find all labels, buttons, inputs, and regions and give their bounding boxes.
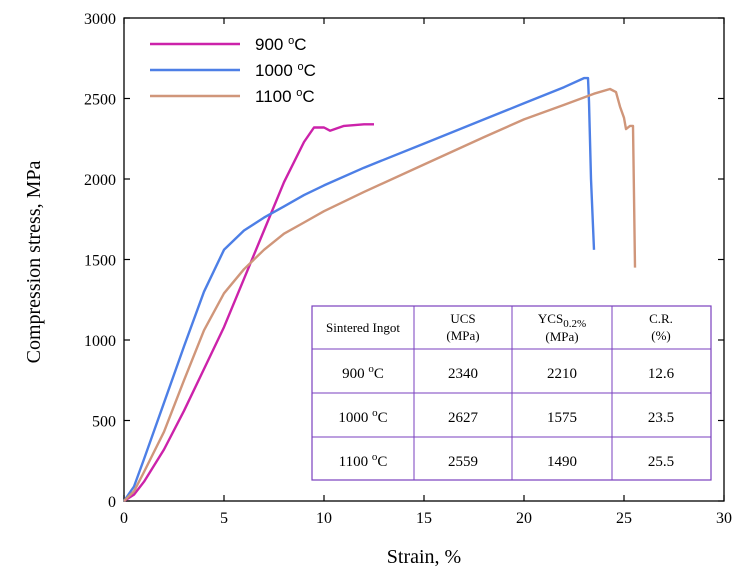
legend-degree-sup: o (296, 87, 302, 99)
table-header-ycs-sub: 0.2% (563, 318, 586, 330)
y-tick-label: 2500 (84, 92, 116, 109)
x-tick-label: 30 (716, 510, 732, 527)
x-tick-label: 5 (220, 510, 228, 527)
series-line-1000 (123, 76, 596, 502)
table-header-ycs-main: YCS (538, 311, 563, 326)
legend-label-900: 900 oC (255, 35, 307, 54)
series-line-1100 (123, 87, 637, 502)
table-cell-cr: 12.6 (648, 366, 675, 382)
x-tick-label: 10 (316, 510, 332, 527)
x-tick-label: 0 (120, 510, 128, 527)
legend-temp-value: 1100 (255, 87, 296, 106)
legend-unit: C (302, 87, 314, 106)
table-cell-cr: 25.5 (648, 454, 674, 470)
table-cell-ycs: 1490 (547, 454, 577, 470)
table-cell-ucs: 2559 (448, 454, 478, 470)
data-table: Sintered Ingot UCS (MPa) YCS0.2% (MPa) C… (311, 305, 712, 481)
table-cell-ingot: 1000 oC (338, 407, 387, 426)
y-tick-label: 3000 (84, 11, 116, 28)
legend-temp-value: 900 (255, 35, 288, 54)
table-cell-ycs: 1575 (547, 410, 577, 426)
table-cell-ucs: 2627 (448, 410, 479, 426)
table-cell-ingot: 900 oC (342, 363, 384, 382)
legend-temp-value: 1000 (255, 61, 298, 80)
table-cell-ycs: 2210 (547, 366, 577, 382)
table-header-ycs-unit: (MPa) (545, 329, 578, 344)
x-tick-label: 20 (516, 510, 532, 527)
y-tick-label: 1000 (84, 333, 116, 350)
x-axis-label: Strain, % (387, 546, 461, 568)
legend-unit: C (304, 61, 316, 80)
table-header-cr: C.R. (649, 311, 673, 326)
table-body: 900 oC 2340 2210 12.6 1000 oC 2627 1575 23.5 110… (338, 363, 674, 470)
table-header-ucs: UCS (450, 311, 475, 326)
y-tick-label: 0 (108, 494, 116, 511)
y-tick-label: 500 (92, 414, 116, 431)
series-lines (123, 76, 637, 503)
legend-label-1100: 1100 oC (255, 87, 315, 106)
x-tick-label: 25 (616, 510, 632, 527)
y-tick-label: 2000 (84, 172, 116, 189)
table-header-ingot: Sintered Ingot (326, 320, 400, 335)
table-header-ycs: YCS0.2% (538, 311, 586, 330)
table-header-cr-unit: (%) (651, 328, 671, 343)
table-cell-cr: 23.5 (648, 410, 674, 426)
axis-ticks: 0 5 10 15 20 25 30 0 500 1000 1500 2000 2500 3000 (84, 11, 732, 527)
legend-unit: C (294, 35, 306, 54)
y-tick-label: 1500 (84, 253, 116, 270)
series-line-900 (123, 123, 374, 503)
table-cell-ingot: 1100 oC (339, 451, 388, 470)
legend-degree-sup: o (288, 35, 294, 47)
legend-label-1000: 1000 oC (255, 61, 316, 80)
table-header-ucs-unit: (MPa) (446, 328, 479, 343)
table-cell-ucs: 2340 (448, 366, 478, 382)
y-axis-label: Compression stress, MPa (23, 160, 45, 363)
x-tick-label: 15 (416, 510, 432, 527)
legend-degree-sup: o (298, 61, 304, 73)
